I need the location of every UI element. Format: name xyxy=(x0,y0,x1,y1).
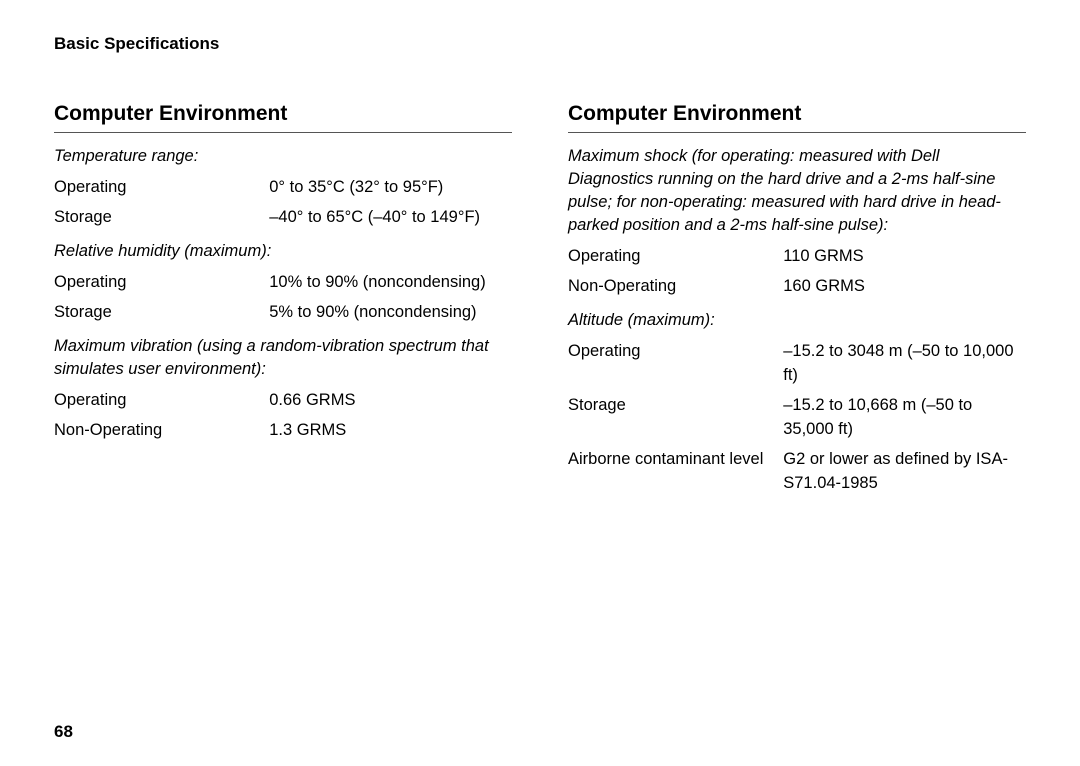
content-columns: Computer Environment Temperature range: … xyxy=(54,102,1026,502)
table-row: Operating 110 GRMS xyxy=(568,245,1026,269)
spec-label: Non-Operating xyxy=(54,419,269,443)
table-row: Storage –40° to 65°C (–40° to 149°F) xyxy=(54,206,512,230)
table-row: Operating –15.2 to 3048 m (–50 to 10,000… xyxy=(568,340,1026,388)
spec-label: Non-Operating xyxy=(568,275,783,299)
spec-value: –15.2 to 3048 m (–50 to 10,000 ft) xyxy=(783,340,1026,388)
table-row: Storage –15.2 to 10,668 m (–50 to 35,000… xyxy=(568,394,1026,442)
spec-value: 110 GRMS xyxy=(783,245,1026,269)
page-header: Basic Specifications xyxy=(54,34,1026,54)
spec-value: 10% to 90% (noncondensing) xyxy=(269,271,512,295)
table-row: Operating 0.66 GRMS xyxy=(54,389,512,413)
table-row: Operating 0° to 35°C (32° to 95°F) xyxy=(54,176,512,200)
spec-label: Storage xyxy=(568,394,783,442)
table-row: Airborne contaminant level G2 or lower a… xyxy=(568,448,1026,496)
spec-value: G2 or lower as defined by ISA-S71.04-198… xyxy=(783,448,1026,496)
table-row: Operating 10% to 90% (noncondensing) xyxy=(54,271,512,295)
spec-value: 160 GRMS xyxy=(783,275,1026,299)
spec-value: 0.66 GRMS xyxy=(269,389,512,413)
spec-label: Operating xyxy=(54,271,269,295)
right-subheader-0: Maximum shock (for operating: measured w… xyxy=(568,145,1026,237)
spec-label: Storage xyxy=(54,206,269,230)
spec-label: Storage xyxy=(54,301,269,325)
spec-label: Airborne contaminant level xyxy=(568,448,783,496)
spec-value: 0° to 35°C (32° to 95°F) xyxy=(269,176,512,200)
spec-label: Operating xyxy=(54,176,269,200)
right-subheader-1: Altitude (maximum): xyxy=(568,309,1026,332)
spec-label: Operating xyxy=(54,389,269,413)
spec-value: –15.2 to 10,668 m (–50 to 35,000 ft) xyxy=(783,394,1026,442)
right-section-title: Computer Environment xyxy=(568,102,1026,133)
left-column: Computer Environment Temperature range: … xyxy=(54,102,512,502)
left-section-title: Computer Environment xyxy=(54,102,512,133)
page-number: 68 xyxy=(54,722,73,742)
table-row: Storage 5% to 90% (noncondensing) xyxy=(54,301,512,325)
spec-value: –40° to 65°C (–40° to 149°F) xyxy=(269,206,512,230)
table-row: Non-Operating 1.3 GRMS xyxy=(54,419,512,443)
spec-value: 1.3 GRMS xyxy=(269,419,512,443)
spec-label: Operating xyxy=(568,245,783,269)
table-row: Non-Operating 160 GRMS xyxy=(568,275,1026,299)
left-subheader-0: Temperature range: xyxy=(54,145,512,168)
left-subheader-1: Relative humidity (maximum): xyxy=(54,240,512,263)
right-column: Computer Environment Maximum shock (for … xyxy=(568,102,1026,502)
left-subheader-2: Maximum vibration (using a random-vibrat… xyxy=(54,335,512,381)
spec-value: 5% to 90% (noncondensing) xyxy=(269,301,512,325)
spec-label: Operating xyxy=(568,340,783,388)
